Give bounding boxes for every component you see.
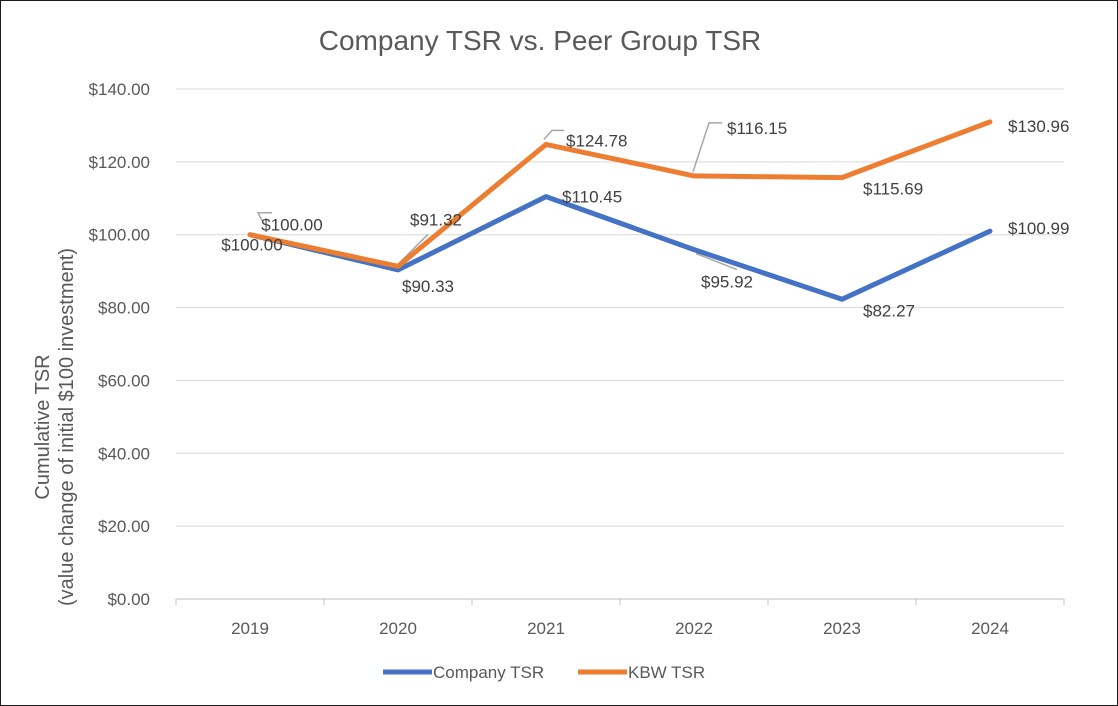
data-label-kbw-tsr-2022: $116.15 [727, 119, 787, 138]
data-label-company-tsr-2020: $90.33 [402, 277, 454, 296]
leader-line [543, 129, 564, 140]
data-label-company-tsr-2022: $95.92 [701, 273, 753, 292]
legend: Company TSR KBW TSR [383, 663, 705, 682]
x-tick-label: 2021 [527, 619, 565, 638]
data-label-kbw-tsr-2019: $100.00 [261, 216, 322, 235]
y-tick-label: $120.00 [89, 153, 150, 172]
series-line-kbw-tsr [247, 119, 993, 269]
x-axis: 2019 2020 2021 2022 2023 2024 [175, 598, 1065, 638]
chart-title: Company TSR vs. Peer Group TSR [319, 25, 761, 56]
y-axis-title-line2: (value change of initial $100 investment… [56, 248, 78, 606]
y-tick-label: $100.00 [89, 226, 150, 245]
y-tick-label: $60.00 [98, 371, 150, 390]
x-tick-label: 2020 [379, 619, 417, 638]
x-tick-label: 2019 [231, 619, 269, 638]
y-axis-ticks: $0.00 $20.00 $40.00 $60.00 $80.00 $100.00 $120… [89, 80, 150, 609]
gridlines [176, 88, 1064, 527]
x-tick-label: 2022 [675, 619, 713, 638]
y-tick-label: $140.00 [89, 80, 150, 99]
data-label-company-tsr-2023: $82.27 [863, 301, 915, 320]
label-leader-lines [256, 122, 738, 271]
data-label-company-tsr-2024: $100.99 [1008, 219, 1069, 238]
data-label-kbw-tsr-2024: $130.96 [1008, 117, 1069, 136]
leader-line [256, 211, 272, 222]
x-tick-label: 2023 [823, 619, 861, 638]
y-tick-label: $40.00 [98, 444, 150, 463]
data-label-company-tsr-2019: $100.00 [221, 236, 282, 255]
x-tick-label: 2024 [971, 619, 1009, 638]
y-tick-label: $20.00 [98, 517, 150, 536]
series-line-company-tsr [247, 194, 993, 302]
leader-line [695, 252, 738, 271]
y-axis-title-line1: Cumulative TSR [32, 354, 54, 499]
y-tick-label: $0.00 [107, 590, 150, 609]
legend-label-company-tsr: Company TSR [433, 663, 544, 682]
data-labels: $100.00 $90.33 $110.45 $95.92 $82.27 $100.99 $… [221, 117, 1069, 320]
data-label-company-tsr-2021: $110.45 [562, 188, 622, 207]
data-label-kbw-tsr-2020: $91.32 [410, 210, 462, 229]
y-tick-label: $80.00 [98, 299, 150, 318]
data-label-kbw-tsr-2023: $115.69 [863, 180, 923, 199]
legend-label-kbw-tsr: KBW TSR [628, 663, 705, 682]
leader-line [692, 122, 722, 173]
series-lines [247, 119, 993, 302]
data-label-kbw-tsr-2021: $124.78 [566, 131, 627, 150]
